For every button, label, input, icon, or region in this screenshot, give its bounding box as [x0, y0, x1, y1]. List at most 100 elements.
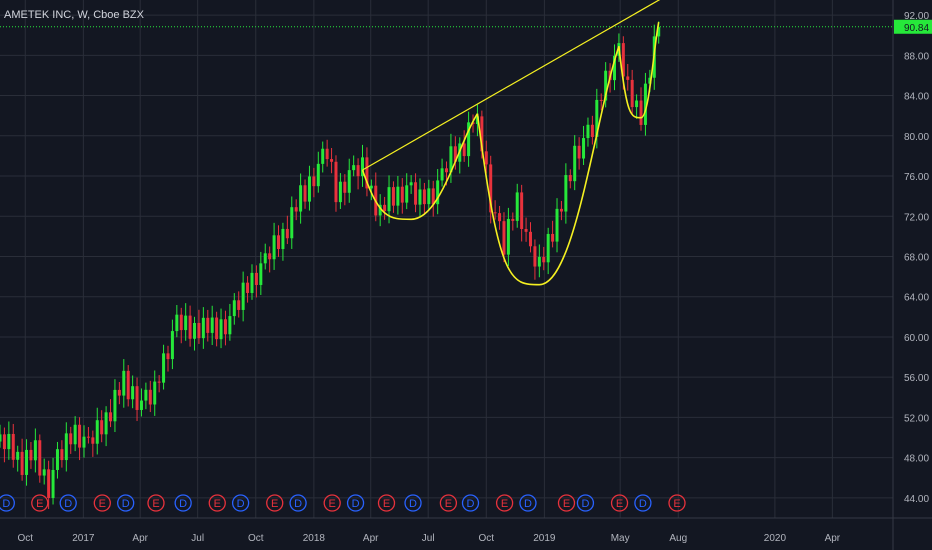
- candle-body: [281, 228, 285, 249]
- event-label: D: [352, 498, 360, 510]
- time-tick-label: Apr: [363, 533, 379, 544]
- dividend-marker[interactable]: D: [174, 494, 192, 512]
- candle-body: [626, 76, 630, 80]
- dividend-marker[interactable]: D: [289, 494, 307, 512]
- candle-body: [537, 256, 541, 267]
- candle-body: [184, 315, 188, 331]
- candle-body: [95, 420, 99, 444]
- price-tick-label: 64.00: [904, 293, 929, 304]
- candle-body: [29, 449, 33, 461]
- candle-body: [197, 322, 201, 339]
- time-tick-label: May: [611, 533, 630, 544]
- candle-body: [82, 436, 86, 448]
- dividend-marker[interactable]: D: [634, 494, 652, 512]
- candle-body: [78, 424, 82, 448]
- dividend-marker[interactable]: D: [117, 494, 135, 512]
- candle-body: [427, 188, 431, 205]
- candle-body: [643, 83, 647, 125]
- earnings-marker[interactable]: E: [31, 494, 49, 512]
- candle-body: [396, 186, 400, 206]
- candle-body: [153, 381, 157, 405]
- candle-body: [51, 469, 55, 498]
- candle-body: [347, 170, 351, 193]
- earnings-marker[interactable]: E: [93, 494, 111, 512]
- dividend-marker[interactable]: D: [576, 494, 595, 512]
- event-label: E: [673, 498, 680, 510]
- candle-body: [20, 451, 24, 475]
- earnings-marker[interactable]: E: [266, 494, 284, 512]
- earnings-marker[interactable]: E: [323, 494, 341, 512]
- candle-body: [259, 263, 263, 285]
- dividend-marker[interactable]: D: [59, 494, 77, 512]
- candle-body: [334, 161, 338, 203]
- dividend-marker[interactable]: D: [231, 494, 250, 512]
- candle-body: [383, 204, 387, 212]
- dividend-marker[interactable]: D: [404, 494, 422, 512]
- earnings-marker[interactable]: E: [668, 494, 686, 512]
- dividend-marker[interactable]: D: [346, 494, 365, 512]
- last-price-tag: 90.84: [894, 19, 932, 34]
- candle-body: [299, 185, 303, 212]
- candle-body: [475, 116, 479, 125]
- candle-body: [528, 231, 532, 247]
- candle-body: [223, 319, 227, 335]
- grid: [0, 0, 893, 518]
- dividend-marker[interactable]: D: [461, 494, 480, 512]
- earnings-marker[interactable]: E: [557, 494, 576, 512]
- event-label: D: [64, 498, 72, 510]
- candle-body: [586, 124, 590, 139]
- candle-body: [612, 55, 616, 81]
- candle-body: [484, 151, 488, 165]
- candle-body: [316, 163, 320, 187]
- candle-body: [268, 253, 272, 260]
- last-price-badge: [894, 19, 932, 34]
- candle-body: [524, 228, 528, 232]
- candle-body: [577, 145, 581, 159]
- candle-body: [139, 400, 143, 410]
- time-tick-label: Apr: [825, 533, 841, 544]
- candle-body: [361, 157, 365, 177]
- candle-body: [431, 188, 435, 205]
- candle-body: [449, 146, 453, 173]
- earnings-marker[interactable]: E: [377, 494, 396, 512]
- earnings-marker[interactable]: E: [208, 494, 226, 512]
- candle-body: [555, 208, 559, 242]
- candle-body: [352, 165, 356, 171]
- candle-body: [493, 212, 497, 214]
- event-label: E: [563, 498, 570, 510]
- earnings-marker[interactable]: E: [610, 494, 629, 512]
- time-tick-label: 2018: [303, 533, 326, 544]
- candle-body: [445, 168, 448, 173]
- dividend-marker[interactable]: D: [519, 494, 537, 512]
- price-tick-label: 56.00: [904, 373, 929, 384]
- time-axis[interactable]: Oct 2017 Apr Jul Oct 2018 Apr Jul Oct 2019 May Aug 2…: [0, 517, 932, 544]
- candle-body: [170, 331, 174, 360]
- candle-body: [590, 124, 594, 137]
- candle-body: [69, 433, 73, 445]
- candle-body: [33, 440, 37, 461]
- dividend-marker[interactable]: D: [0, 494, 15, 512]
- candle-body: [109, 412, 113, 422]
- candle-body: [237, 300, 241, 310]
- candle-body: [126, 370, 130, 400]
- earnings-marker[interactable]: E: [439, 494, 458, 512]
- candle-body: [55, 449, 59, 470]
- handle-curve: [618, 21, 660, 119]
- candle-body: [104, 412, 108, 435]
- candle-body: [551, 233, 555, 242]
- candle-body: [573, 145, 577, 182]
- earnings-marker[interactable]: E: [495, 494, 514, 512]
- candle-body: [440, 168, 444, 181]
- candle-body: [303, 185, 307, 202]
- time-tick-label: 2017: [72, 533, 95, 544]
- event-label: E: [36, 498, 43, 510]
- candle-body: [91, 437, 95, 444]
- candle-body: [467, 122, 471, 157]
- price-axis[interactable]: 44.00 48.00 52.00 56.00 60.00 64.00 68.00 72.00…: [892, 0, 929, 550]
- price-tick-label: 60.00: [904, 333, 929, 344]
- candle-body: [657, 27, 661, 37]
- earnings-marker[interactable]: E: [147, 494, 165, 512]
